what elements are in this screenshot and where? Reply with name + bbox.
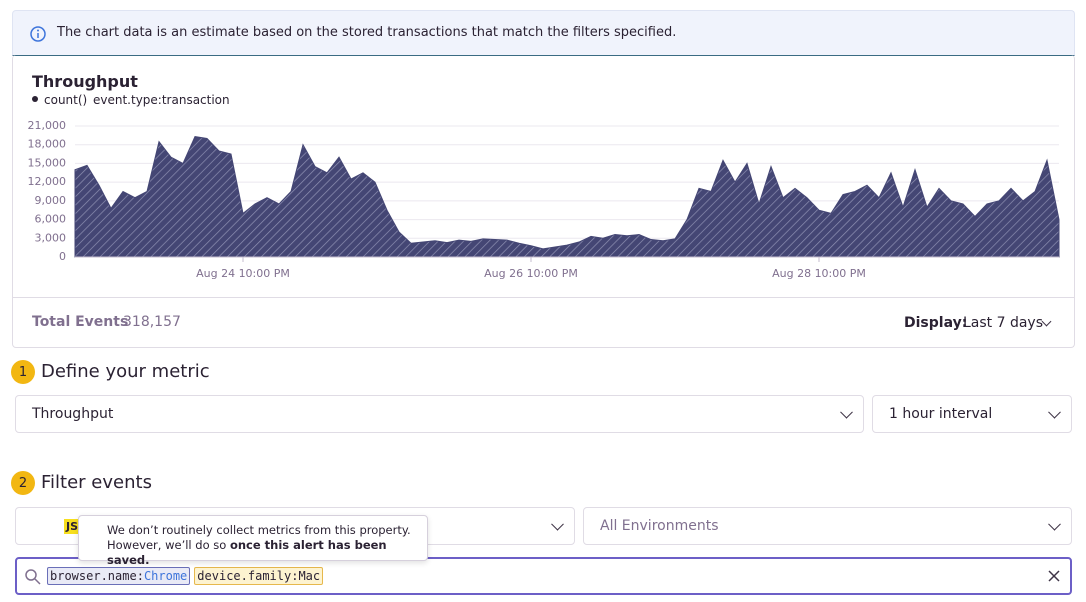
project-badge: JS: [64, 518, 81, 534]
tooltip-bold: once this alert has been saved.: [107, 538, 387, 567]
y-tick-label: 15,000: [28, 156, 67, 169]
y-tick-label: 12,000: [28, 175, 67, 188]
step-title: Define your metric: [41, 361, 210, 382]
total-value: 318,157: [123, 314, 181, 330]
chart-subtitle: event.type:transaction: [93, 93, 230, 107]
y-tick-label: 6,000: [35, 213, 67, 226]
legend-dot: [32, 96, 38, 102]
token-value: Mac: [298, 569, 321, 583]
token-op: :: [136, 569, 144, 583]
search-icon: [25, 569, 41, 585]
area: [74, 136, 1060, 258]
metric-select[interactable]: Throughput: [15, 395, 864, 433]
token-key: browser.name: [50, 569, 137, 583]
search-token[interactable]: device.family:Mac: [194, 567, 324, 585]
select-value: Throughput: [32, 406, 114, 422]
divider: [12, 297, 1075, 298]
total-label: Total Events: [32, 314, 129, 330]
step-number: 2: [11, 471, 35, 495]
x-tick-label: Aug 28 10:00 PM: [772, 267, 866, 280]
tooltip-text: However, we’ll do so: [107, 538, 230, 552]
chart: 0 3,000 6,000 9,000 12,000 15,000 18,000 21,000…: [28, 119, 1060, 280]
info-banner: The chart data is an estimate based on t…: [12, 10, 1075, 56]
legend-label: count(): [44, 93, 88, 107]
display-label: Display:: [904, 315, 968, 331]
token-op: :: [291, 569, 299, 583]
chart-card: [12, 55, 1075, 348]
y-tick-label: 3,000: [35, 231, 67, 244]
y-tick-label: 9,000: [35, 194, 67, 207]
step-title: Filter events: [41, 472, 152, 493]
y-tick-label: 0: [59, 250, 66, 263]
token-key: device.family: [197, 569, 292, 583]
x-tick-label: Aug 24 10:00 PM: [196, 267, 290, 280]
token-value: Chrome: [143, 569, 188, 583]
display-value[interactable]: Last 7 days: [963, 315, 1044, 331]
select-value: All Environments: [600, 518, 719, 534]
info-icon: [30, 26, 46, 42]
banner-text: The chart data is an estimate based on t…: [57, 25, 677, 40]
y-tick-label: 21,000: [28, 119, 67, 132]
environment-select[interactable]: All Environments: [583, 507, 1072, 545]
y-tick-label: 18,000: [28, 138, 67, 151]
tooltip-text: However, we’ll do so once this alert has…: [107, 538, 427, 568]
tooltip-text: We don’t routinely collect metrics from …: [107, 523, 411, 537]
interval-select[interactable]: 1 hour interval: [872, 395, 1072, 433]
search-tokens: browser.name:Chrome device.family:Mac: [47, 567, 324, 585]
clear-icon[interactable]: [1048, 570, 1060, 582]
x-tick-label: Aug 26 10:00 PM: [484, 267, 578, 280]
step-number: 1: [11, 360, 35, 384]
chart-title: Throughput: [32, 72, 138, 91]
search-bar[interactable]: browser.name:Chrome device.family:Mac: [15, 557, 1072, 595]
tooltip: We don’t routinely collect metrics from …: [78, 515, 428, 567]
select-value: 1 hour interval: [889, 406, 993, 422]
search-token[interactable]: browser.name:Chrome: [47, 567, 191, 585]
